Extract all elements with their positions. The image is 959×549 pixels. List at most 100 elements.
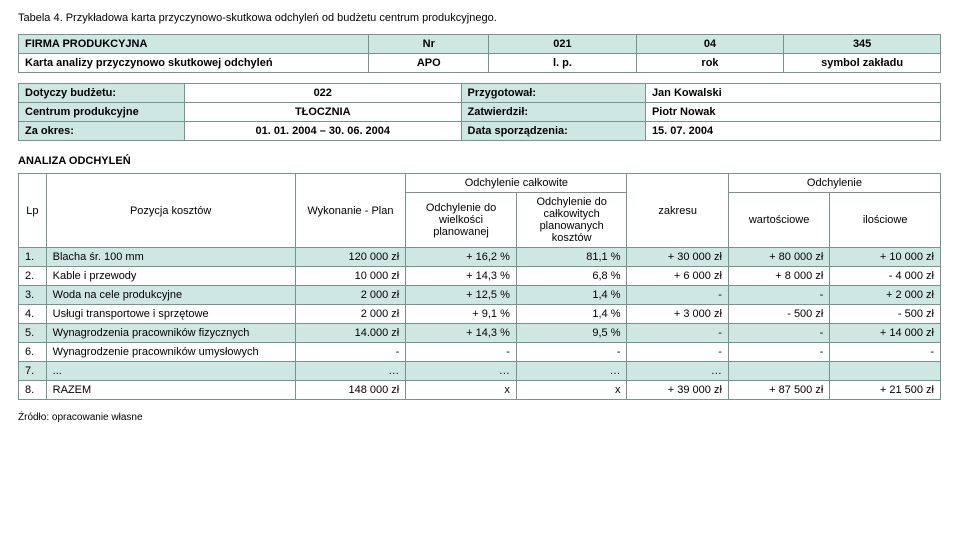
- cell: -: [516, 343, 627, 362]
- cell: [830, 362, 941, 381]
- cell: -: [728, 343, 829, 362]
- cell: 9,5 %: [516, 324, 627, 343]
- meta-centrum-label: Centrum produkcyjne: [19, 103, 185, 122]
- table-row: 8.RAZEM148 000 złxx+ 39 000 zł+ 87 500 z…: [19, 381, 941, 400]
- cell: 1,4 %: [516, 305, 627, 324]
- header-nr-3: 345: [784, 35, 941, 54]
- meta-zatwierdzil-val: Piotr Nowak: [645, 103, 940, 122]
- cell: + 14,3 %: [406, 267, 517, 286]
- cell: - 500 zł: [728, 305, 829, 324]
- header-firma: FIRMA PRODUKCYJNA: [19, 35, 369, 54]
- cell: -: [728, 286, 829, 305]
- meta-okres-val: 01. 01. 2004 – 30. 06. 2004: [184, 122, 461, 141]
- th-wartosciowe: wartościowe: [728, 193, 829, 248]
- cell: 120 000 zł: [295, 248, 406, 267]
- meta-dotyczy-val: 022: [184, 84, 461, 103]
- cell: -: [627, 324, 728, 343]
- source-text: Źródło: opracowanie własne: [18, 412, 941, 423]
- table-row: 1.Blacha śr. 100 mm120 000 zł+ 16,2 %81,…: [19, 248, 941, 267]
- cell: 7.: [19, 362, 47, 381]
- cell: 4.: [19, 305, 47, 324]
- cell: 6.: [19, 343, 47, 362]
- cell: + 21 500 zł: [830, 381, 941, 400]
- cell: 8.: [19, 381, 47, 400]
- cell: + 14,3 %: [406, 324, 517, 343]
- th-zakresu: zakresu: [627, 174, 728, 248]
- cell: + 16,2 %: [406, 248, 517, 267]
- cell: RAZEM: [46, 381, 295, 400]
- cell: …: [406, 362, 517, 381]
- table-row: 2.Kable i przewody10 000 zł+ 14,3 %6,8 %…: [19, 267, 941, 286]
- th-ilosciowe: ilościowe: [830, 193, 941, 248]
- th-wykonanie: Wykonanie - Plan: [295, 174, 406, 248]
- th-odch-do-wielk: Odchylenie do wielkości planowanej: [406, 193, 517, 248]
- analysis-table: Lp Pozycja kosztów Wykonanie - Plan Odch…: [18, 173, 941, 400]
- header-karta: Karta analizy przyczynowo skutkowej odch…: [19, 54, 369, 73]
- meta-data-label: Data sporządzenia:: [461, 122, 645, 141]
- th-odch: Odchylenie: [728, 174, 940, 193]
- header-nr-label: Nr: [369, 35, 489, 54]
- cell: -: [627, 286, 728, 305]
- cell: + 8 000 zł: [728, 267, 829, 286]
- cell: + 6 000 zł: [627, 267, 728, 286]
- cell: -: [406, 343, 517, 362]
- meta-data-val: 15. 07. 2004: [645, 122, 940, 141]
- th-odch-calk: Odchylenie całkowite: [406, 174, 627, 193]
- header-lp: l. p.: [489, 54, 637, 73]
- cell: 6,8 %: [516, 267, 627, 286]
- th-pozycja: Pozycja kosztów: [46, 174, 295, 248]
- cell: -: [627, 343, 728, 362]
- cell: + 3 000 zł: [627, 305, 728, 324]
- cell: + 10 000 zł: [830, 248, 941, 267]
- header-table: FIRMA PRODUKCYJNA Nr 021 04 345 Karta an…: [18, 34, 941, 73]
- cell: 2 000 zł: [295, 305, 406, 324]
- cell: - 4 000 zł: [830, 267, 941, 286]
- table-row: 6.Wynagrodzenie pracowników umysłowych--…: [19, 343, 941, 362]
- cell: …: [627, 362, 728, 381]
- cell: + 2 000 zł: [830, 286, 941, 305]
- cell: -: [830, 343, 941, 362]
- cell: x: [516, 381, 627, 400]
- table-row: 4.Usługi transportowe i sprzętowe2 000 z…: [19, 305, 941, 324]
- cell: Kable i przewody: [46, 267, 295, 286]
- cell: …: [295, 362, 406, 381]
- meta-przygotowal-label: Przygotował:: [461, 84, 645, 103]
- cell: …: [516, 362, 627, 381]
- cell: - 500 zł: [830, 305, 941, 324]
- cell: ...: [46, 362, 295, 381]
- table-row: 5.Wynagrodzenia pracowników fizycznych14…: [19, 324, 941, 343]
- cell: Wynagrodzenia pracowników fizycznych: [46, 324, 295, 343]
- cell: + 14 000 zł: [830, 324, 941, 343]
- cell: -: [728, 324, 829, 343]
- cell: 3.: [19, 286, 47, 305]
- table-row: 7....…………: [19, 362, 941, 381]
- cell: 14.000 zł: [295, 324, 406, 343]
- cell: 10 000 zł: [295, 267, 406, 286]
- header-nr-1: 021: [489, 35, 637, 54]
- meta-okres-label: Za okres:: [19, 122, 185, 141]
- meta-table: Dotyczy budżetu: 022 Przygotował: Jan Ko…: [18, 83, 941, 141]
- cell: + 9,1 %: [406, 305, 517, 324]
- cell: 1,4 %: [516, 286, 627, 305]
- cell: + 12,5 %: [406, 286, 517, 305]
- meta-centrum-val: TŁOCZNIA: [184, 103, 461, 122]
- cell: 81,1 %: [516, 248, 627, 267]
- cell: [728, 362, 829, 381]
- cell: Woda na cele produkcyjne: [46, 286, 295, 305]
- header-symbol: symbol zakładu: [784, 54, 941, 73]
- cell: + 87 500 zł: [728, 381, 829, 400]
- cell: 1.: [19, 248, 47, 267]
- meta-przygotowal-val: Jan Kowalski: [645, 84, 940, 103]
- cell: + 39 000 zł: [627, 381, 728, 400]
- table-row: 3.Woda na cele produkcyjne2 000 zł+ 12,5…: [19, 286, 941, 305]
- cell: Wynagrodzenie pracowników umysłowych: [46, 343, 295, 362]
- header-rok: rok: [636, 54, 784, 73]
- cell: 5.: [19, 324, 47, 343]
- cell: x: [406, 381, 517, 400]
- meta-dotyczy-label: Dotyczy budżetu:: [19, 84, 185, 103]
- cell: + 80 000 zł: [728, 248, 829, 267]
- th-odch-do-calk: Odchylenie do całkowitych planowanych ko…: [516, 193, 627, 248]
- cell: + 30 000 zł: [627, 248, 728, 267]
- table-caption: Tabela 4. Przykładowa karta przyczynowo-…: [18, 12, 941, 24]
- meta-zatwierdzil-label: Zatwierdził:: [461, 103, 645, 122]
